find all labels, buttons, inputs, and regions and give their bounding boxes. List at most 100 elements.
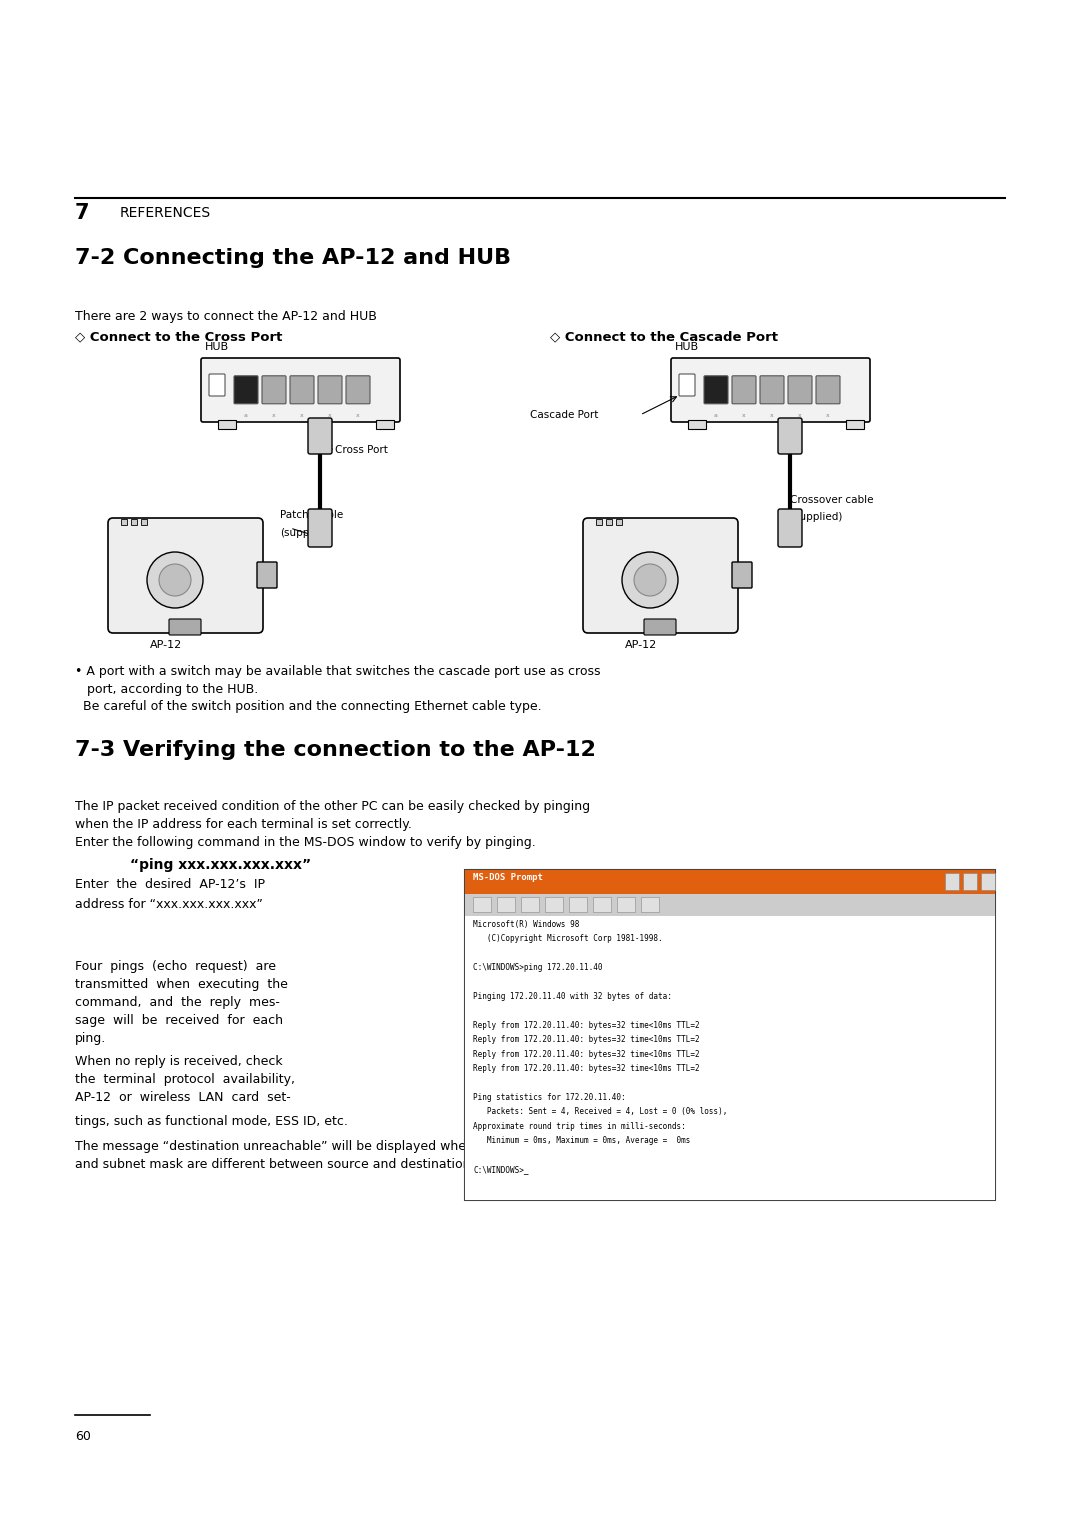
FancyBboxPatch shape <box>704 376 728 403</box>
Circle shape <box>634 564 666 596</box>
Text: x: x <box>770 413 774 417</box>
FancyBboxPatch shape <box>346 376 370 403</box>
Text: x: x <box>272 413 275 417</box>
Bar <box>617 897 635 912</box>
Circle shape <box>622 552 678 608</box>
Text: Reply from 172.20.11.40: bytes=32 time<10ms TTL=2: Reply from 172.20.11.40: bytes=32 time<1… <box>473 1063 700 1073</box>
Text: “ping xxx.xxx.xxx.xxx”: “ping xxx.xxx.xxx.xxx” <box>130 859 311 872</box>
Bar <box>593 897 611 912</box>
Text: Cascade Port: Cascade Port <box>530 410 598 420</box>
Bar <box>606 520 612 526</box>
Text: (supplied): (supplied) <box>789 512 842 523</box>
Text: x: x <box>300 413 303 417</box>
Text: Be careful of the switch position and the connecting Ethernet cable type.: Be careful of the switch position and th… <box>75 700 542 714</box>
Text: The message “destination unreachable” will be displayed when both the IP address: The message “destination unreachable” wi… <box>75 1140 599 1154</box>
FancyBboxPatch shape <box>778 419 802 454</box>
Text: (C)Copyright Microsoft Corp 1981-1998.: (C)Copyright Microsoft Corp 1981-1998. <box>473 935 663 943</box>
Text: ping.: ping. <box>75 1031 106 1045</box>
FancyBboxPatch shape <box>778 509 802 547</box>
Text: Approximate round trip times in milli-seconds:: Approximate round trip times in milli-se… <box>473 1122 686 1131</box>
Text: 7: 7 <box>75 203 90 223</box>
Bar <box>521 897 539 912</box>
Text: x: x <box>742 413 746 417</box>
Text: AP-12: AP-12 <box>625 640 658 649</box>
Text: 7-3 Verifying the connection to the AP-12: 7-3 Verifying the connection to the AP-1… <box>75 740 596 759</box>
Bar <box>473 897 491 912</box>
Bar <box>945 872 959 889</box>
FancyBboxPatch shape <box>816 376 840 403</box>
Bar <box>141 520 147 526</box>
Text: (supplied): (supplied) <box>280 529 333 538</box>
Text: Ping statistics for 172.20.11.40:: Ping statistics for 172.20.11.40: <box>473 1093 625 1102</box>
FancyBboxPatch shape <box>262 376 286 403</box>
Text: port, according to the HUB.: port, according to the HUB. <box>75 683 258 695</box>
Text: Cross Port: Cross Port <box>335 445 388 455</box>
Text: Reply from 172.20.11.40: bytes=32 time<10ms TTL=2: Reply from 172.20.11.40: bytes=32 time<1… <box>473 1050 700 1059</box>
Bar <box>376 420 394 429</box>
Text: C:\WINDOWS>ping 172.20.11.40: C:\WINDOWS>ping 172.20.11.40 <box>473 963 603 972</box>
Text: Patch  cable: Patch cable <box>280 510 343 520</box>
FancyBboxPatch shape <box>308 419 332 454</box>
Text: When no reply is received, check: When no reply is received, check <box>75 1054 283 1068</box>
Bar <box>981 872 995 889</box>
Text: HUB: HUB <box>675 342 699 351</box>
Text: ◇ Connect to the Cascade Port: ◇ Connect to the Cascade Port <box>550 330 778 342</box>
Bar <box>963 872 977 889</box>
FancyBboxPatch shape <box>108 518 264 633</box>
Text: MS-DOS Prompt: MS-DOS Prompt <box>473 872 543 882</box>
Text: REFERENCES: REFERENCES <box>120 206 211 220</box>
Text: 60: 60 <box>75 1430 91 1442</box>
Bar <box>465 915 995 1199</box>
Bar <box>569 897 588 912</box>
Text: x: x <box>356 413 360 417</box>
Text: Crossover cable: Crossover cable <box>789 495 874 504</box>
Circle shape <box>147 552 203 608</box>
FancyBboxPatch shape <box>308 509 332 547</box>
Text: x: x <box>328 413 332 417</box>
Text: Minimum = 0ms, Maximum = 0ms, Average =  0ms: Minimum = 0ms, Maximum = 0ms, Average = … <box>473 1137 690 1146</box>
Text: and subnet mask are different between source and destination terminals.: and subnet mask are different between so… <box>75 1158 537 1170</box>
Text: Four  pings  (echo  request)  are: Four pings (echo request) are <box>75 960 276 973</box>
Text: HUB: HUB <box>205 342 229 351</box>
FancyBboxPatch shape <box>788 376 812 403</box>
Text: Microsoft(R) Windows 98: Microsoft(R) Windows 98 <box>473 920 579 929</box>
Text: The IP packet received condition of the other PC can be easily checked by pingin: The IP packet received condition of the … <box>75 801 590 813</box>
FancyBboxPatch shape <box>168 619 201 636</box>
Text: x: x <box>826 413 829 417</box>
FancyBboxPatch shape <box>318 376 342 403</box>
Text: There are 2 ways to connect the AP-12 and HUB: There are 2 ways to connect the AP-12 an… <box>75 310 377 322</box>
Text: 7-2 Connecting the AP-12 and HUB: 7-2 Connecting the AP-12 and HUB <box>75 248 511 267</box>
Bar <box>545 897 563 912</box>
Text: Reply from 172.20.11.40: bytes=32 time<10ms TTL=2: Reply from 172.20.11.40: bytes=32 time<1… <box>473 1021 700 1030</box>
Text: address for “xxx.xxx.xxx.xxx”: address for “xxx.xxx.xxx.xxx” <box>75 898 262 911</box>
FancyBboxPatch shape <box>210 374 225 396</box>
Bar <box>218 420 237 429</box>
Text: when the IP address for each terminal is set correctly.: when the IP address for each terminal is… <box>75 817 411 831</box>
Bar <box>596 520 602 526</box>
Bar <box>846 420 864 429</box>
Bar <box>465 894 995 915</box>
FancyBboxPatch shape <box>732 376 756 403</box>
Bar <box>688 420 706 429</box>
Bar <box>121 520 127 526</box>
Text: ◇ Connect to the Cross Port: ◇ Connect to the Cross Port <box>75 330 282 342</box>
FancyBboxPatch shape <box>257 562 276 588</box>
FancyBboxPatch shape <box>760 376 784 403</box>
Text: AP-12  or  wireless  LAN  card  set-: AP-12 or wireless LAN card set- <box>75 1091 291 1105</box>
Text: Enter  the  desired  AP-12’s  IP: Enter the desired AP-12’s IP <box>75 879 265 891</box>
Text: the  terminal  protocol  availability,: the terminal protocol availability, <box>75 1073 295 1086</box>
Text: Enter the following command in the MS-DOS window to verify by pinging.: Enter the following command in the MS-DO… <box>75 836 536 850</box>
FancyBboxPatch shape <box>234 376 258 403</box>
Bar <box>465 869 995 1199</box>
Text: transmitted  when  executing  the: transmitted when executing the <box>75 978 288 992</box>
FancyBboxPatch shape <box>291 376 314 403</box>
Bar <box>616 520 622 526</box>
FancyBboxPatch shape <box>732 562 752 588</box>
Circle shape <box>159 564 191 596</box>
FancyBboxPatch shape <box>644 619 676 636</box>
Text: ★ Ping command example: ★ Ping command example <box>490 879 685 891</box>
Text: sage  will  be  received  for  each: sage will be received for each <box>75 1015 283 1027</box>
FancyBboxPatch shape <box>679 374 696 396</box>
Text: a: a <box>714 413 718 417</box>
Text: • A port with a switch may be available that switches the cascade port use as cr: • A port with a switch may be available … <box>75 665 600 678</box>
